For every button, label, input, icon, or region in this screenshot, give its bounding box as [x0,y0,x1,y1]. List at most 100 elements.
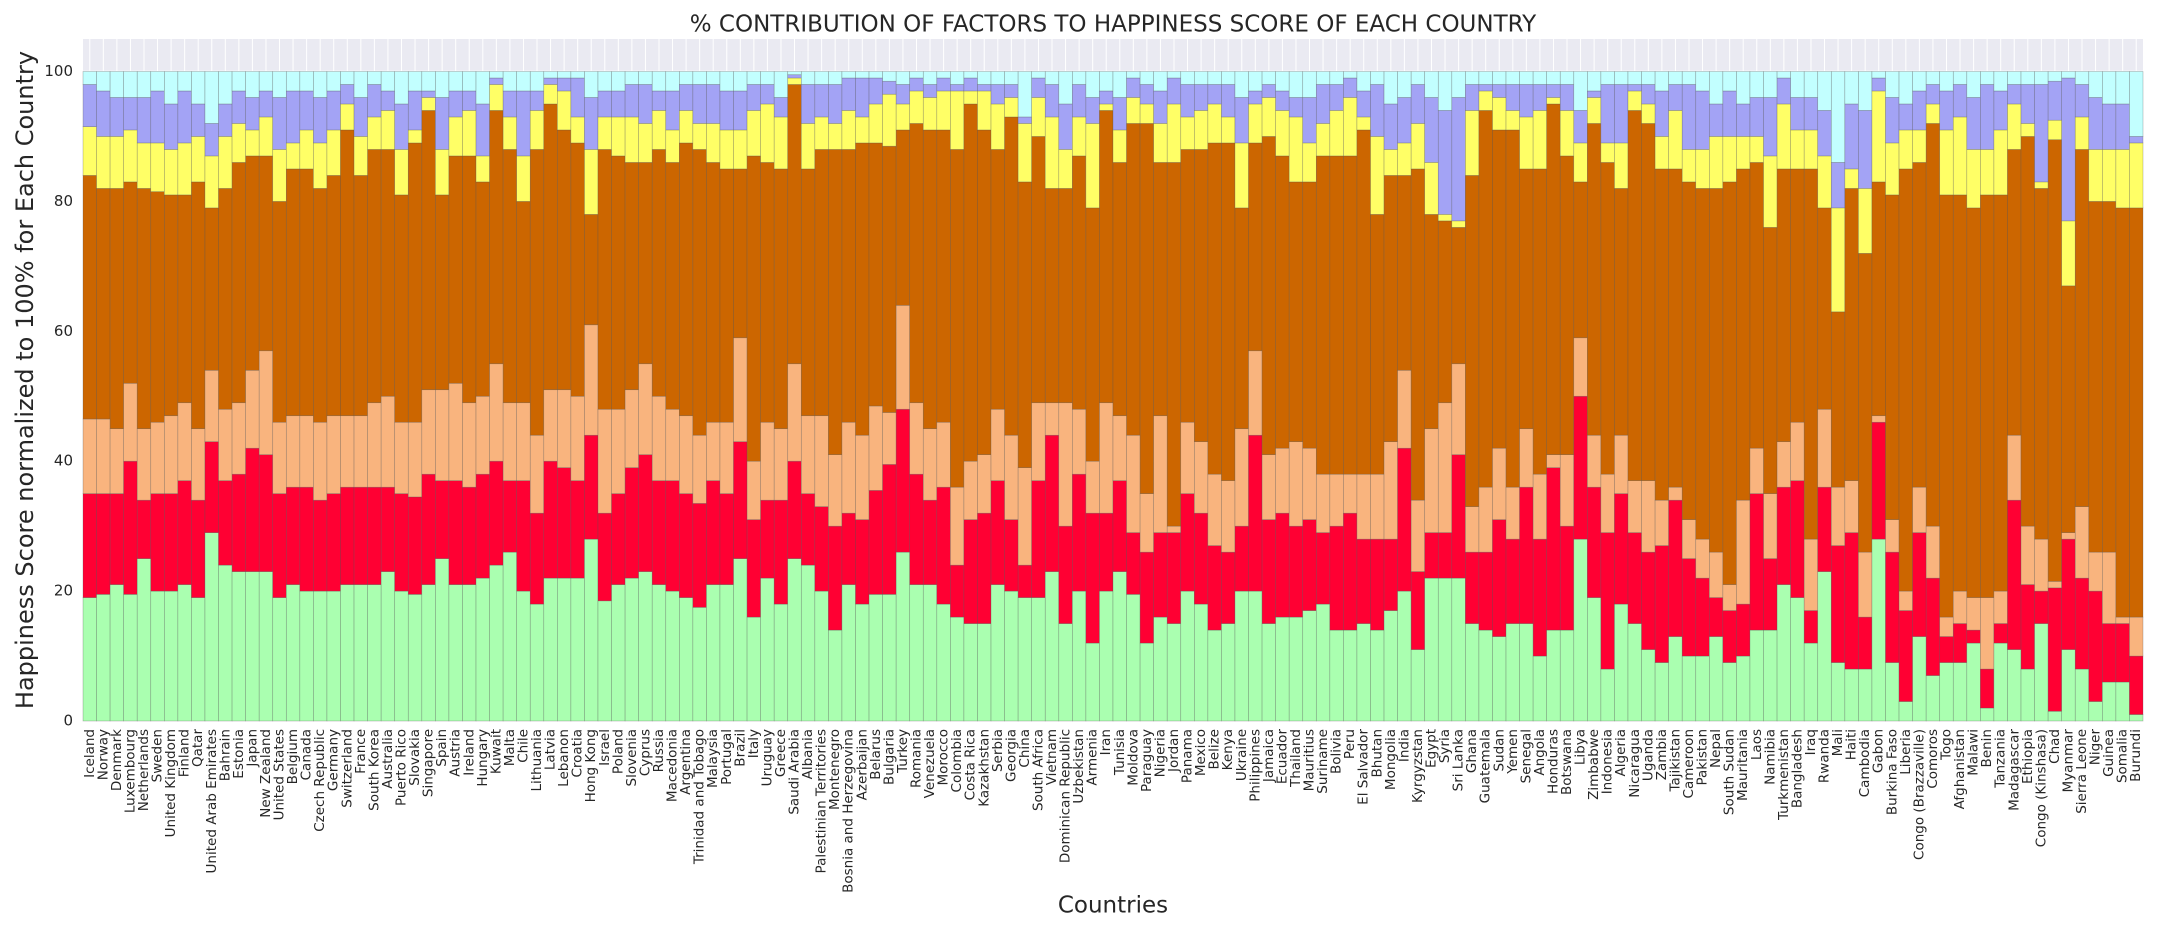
bar-segment [1017,597,1032,722]
bar-segment [1871,71,1886,79]
bar-segment [489,460,504,566]
bar-segment [2115,71,2130,105]
bar-segment [1573,181,1588,339]
bar-segment [2047,71,2062,82]
x-tick-label: Afghanistan [1952,729,1968,809]
bar-segment [1288,441,1304,527]
bar-segment [448,480,463,585]
bar-segment [1112,571,1127,722]
bar-segment [1668,71,1683,85]
bar-segment [1099,590,1114,722]
bar-segment [1017,564,1032,598]
bar-segment [895,103,911,131]
bar-segment [299,168,314,417]
bar-segment [489,77,504,85]
bar-segment [353,486,368,585]
bar-segment [177,71,192,92]
bar-segment [1627,623,1642,722]
bar-segment [760,84,775,105]
bar-segment [1478,84,1493,92]
bar-segment [1654,168,1669,501]
bar-segment [1099,110,1114,404]
bar-segment [136,499,152,559]
bar-segment [679,110,694,144]
bar-segment [1017,71,1032,118]
bar-segment [1858,616,1873,670]
bar-segment [177,480,192,585]
bar-segment [1004,71,1019,85]
bar-segment [421,97,436,111]
x-tick-label: Lebanon [556,729,572,787]
bar-segment [692,71,707,85]
bar-segment [1844,532,1859,670]
bar-segment [435,558,450,722]
bar-segment [2007,103,2022,150]
bar-segment [543,577,558,722]
bar-segment [2129,136,2144,144]
bar-segment [1858,188,1873,254]
x-tick-label: Sierra Leone [2074,729,2090,814]
x-tick-label: Brazil [732,729,748,767]
bar-segment [1288,116,1304,183]
bar-segment [1410,649,1426,722]
bar-segment [936,603,951,722]
bar-segment [1749,493,1764,631]
bar-segment [1722,662,1737,722]
x-tick-label: Belize [1207,729,1223,769]
bar-segment [1546,454,1561,468]
bar-segment [882,71,897,82]
bar-segment [1993,590,2008,624]
bar-segment [407,496,423,595]
bar-segment [502,149,517,404]
bar-segment [82,126,97,176]
bar-segment [1709,71,1724,105]
bar-segment [1939,71,1954,92]
x-tick-label: Zimbabwe [1586,729,1602,800]
bar-segment [800,493,816,566]
bar-segment [1085,207,1100,462]
x-tick-label: Togo [1938,729,1954,761]
bar-segment [787,363,802,462]
bar-segment [272,97,287,150]
bar-segment [1925,675,1941,722]
bar-segment [1736,603,1751,657]
bar-segment [109,188,124,430]
bar-segment [2061,532,2076,540]
bar-segment [936,421,951,488]
bar-segment [1397,447,1412,592]
bar-segment [1709,551,1724,598]
bar-segment [96,188,111,420]
bar-segment [1559,155,1575,455]
bar-segment [1343,97,1358,157]
bar-segment [516,71,531,92]
bar-segment [2129,207,2144,618]
bar-segment [1505,71,1520,85]
x-tick-label: Bhutan [1369,729,1385,778]
x-tick-label: Madagascar [2006,729,2022,811]
x-tick-label: Guinea [2101,729,2117,777]
bar-segment [950,564,965,618]
bar-segment [1180,149,1195,423]
bar-segment [1600,162,1615,475]
bar-segment [136,97,152,144]
bar-segment [1668,486,1683,501]
bar-segment [1166,623,1182,722]
x-tick-label: Algeria [1613,729,1629,776]
bar-segment [1451,227,1466,365]
bar-segment [313,499,328,592]
x-tick-label: India [1396,729,1412,762]
bar-segment [1871,415,1886,423]
bar-segment [2088,701,2103,722]
x-tick-label: Benin [1979,729,1995,767]
bar-segment [1058,149,1073,189]
bar-segment [353,136,368,176]
x-tick-label: Ethiopia [2020,729,2036,784]
bar-segment [665,162,680,410]
bar-segment [1709,103,1724,137]
bar-segment [1044,188,1060,404]
bar-segment [475,155,490,183]
bar-segment [1844,188,1859,481]
bar-segment [204,71,219,124]
bar-segment [1234,71,1249,98]
bar-segment [1885,71,1900,98]
